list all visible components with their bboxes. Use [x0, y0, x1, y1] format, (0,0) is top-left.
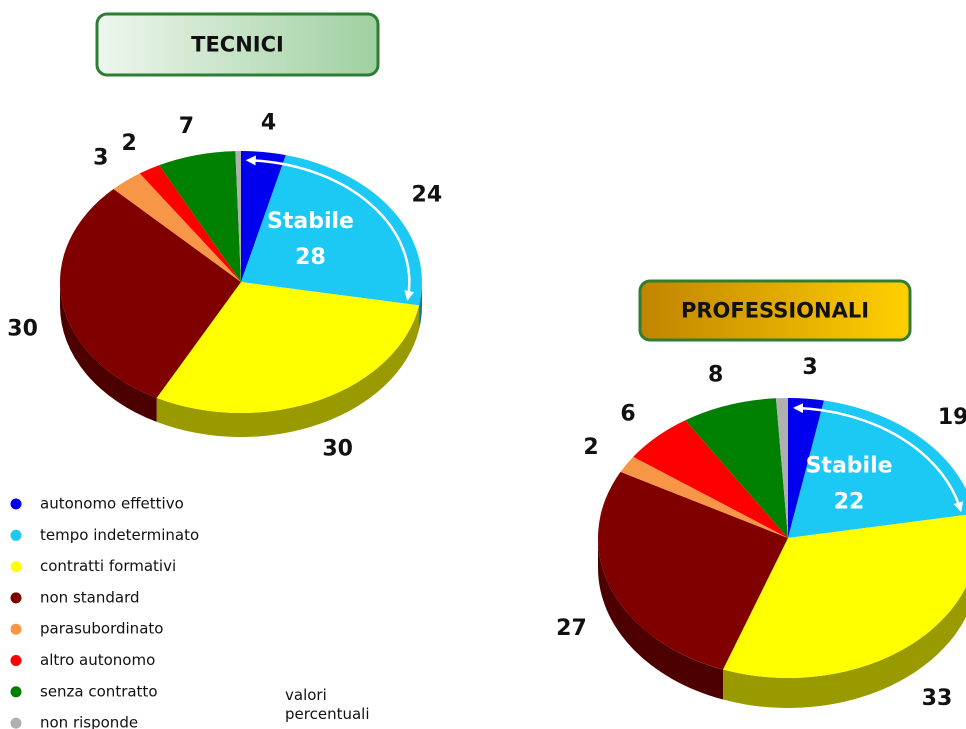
chart-title: PROFESSIONALI	[681, 299, 869, 323]
legend-label: tempo indeterminato	[40, 526, 199, 544]
data-label: 33	[922, 686, 953, 711]
legend-marker	[10, 498, 22, 510]
slice-side	[60, 282, 157, 422]
stable-arrow	[245, 155, 415, 301]
legend-marker	[10, 686, 22, 698]
legend-marker	[10, 529, 22, 541]
data-label: 3	[802, 355, 817, 380]
data-label: 8	[708, 363, 723, 388]
legend-marker	[10, 717, 22, 729]
legend-label: non standard	[40, 588, 140, 606]
annotation-value: 28	[295, 245, 326, 270]
slice	[723, 514, 966, 678]
data-label: 4	[261, 110, 276, 135]
data-label: 30	[7, 317, 38, 342]
note: valori percentuali	[285, 686, 370, 723]
slice	[597, 471, 788, 670]
legend-marker	[10, 592, 22, 604]
slice-side	[156, 305, 420, 437]
slice	[685, 398, 788, 538]
slice	[775, 398, 788, 538]
slice	[235, 151, 241, 282]
slice	[620, 456, 788, 538]
annotation-label: Stabile	[806, 453, 893, 478]
data-label: 24	[412, 183, 443, 208]
data-label: 2	[121, 131, 136, 156]
data-label: 30	[322, 437, 353, 462]
slice	[60, 189, 241, 398]
slice	[159, 151, 241, 282]
data-label: 3	[93, 146, 108, 171]
slice-side	[598, 538, 724, 700]
slice	[139, 165, 241, 282]
stable-arrow	[793, 403, 964, 513]
legend-marker	[10, 561, 22, 573]
slice	[156, 282, 420, 413]
slice-side	[419, 282, 422, 330]
slice-side	[723, 586, 966, 708]
legend-label: non risponde	[40, 714, 138, 729]
annotation-label: Stabile	[267, 209, 354, 234]
data-label: 2	[583, 435, 598, 460]
legend-label: altro autonomo	[40, 651, 155, 669]
data-label: 6	[620, 401, 635, 426]
legend-label: parasubordinato	[40, 620, 163, 638]
slice	[113, 173, 241, 282]
legend-label: senza contratto	[40, 682, 158, 700]
legend-marker	[10, 623, 22, 635]
chart-title: TECNICI	[191, 33, 284, 57]
annotation-value: 22	[834, 489, 865, 514]
title-box	[638, 279, 912, 342]
legend-label: autonomo effettivo	[40, 495, 184, 513]
legend-label: contratti formativi	[40, 557, 176, 575]
slice	[633, 420, 788, 538]
data-label: 19	[938, 405, 966, 430]
data-label: 7	[179, 114, 194, 139]
title-box	[95, 12, 380, 77]
data-label: 27	[556, 616, 587, 641]
legend-marker	[10, 655, 22, 666]
